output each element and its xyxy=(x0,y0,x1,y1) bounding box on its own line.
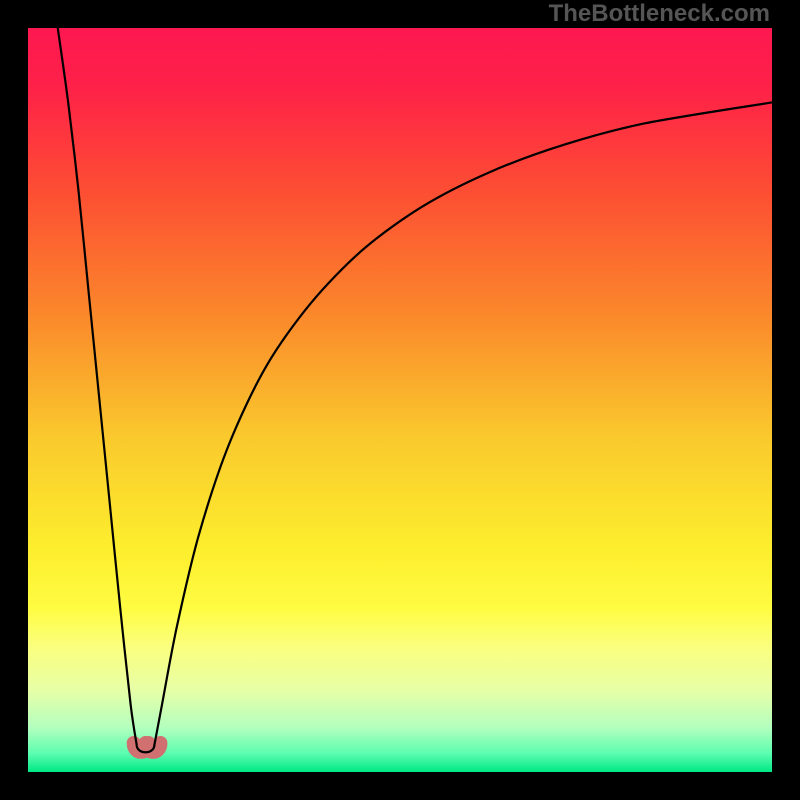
bottleneck-curve xyxy=(58,28,772,752)
curve-layer xyxy=(28,28,772,772)
plot-area xyxy=(28,28,772,772)
watermark-text: TheBottleneck.com xyxy=(549,0,770,28)
